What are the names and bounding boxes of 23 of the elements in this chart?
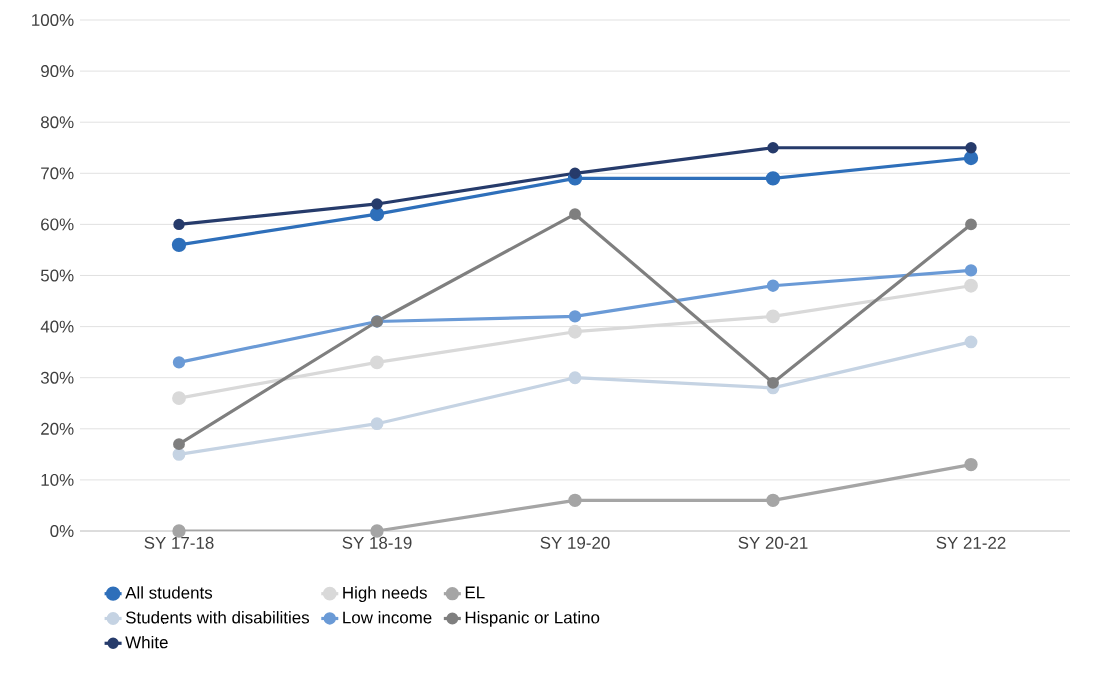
y-tick-label: 60%	[41, 218, 74, 231]
y-tick-label: 20%	[41, 422, 74, 435]
legend-label: High needs	[343, 586, 427, 603]
legend-label: White	[125, 635, 168, 649]
legend-label: Hispanic or Latino	[465, 611, 600, 627]
x-tick-label: SY 21-22	[936, 536, 1006, 549]
y-tick-label: 50%	[40, 269, 74, 282]
y-tick-label: 30%	[40, 371, 74, 384]
x-tick-label: SY 18-19	[342, 536, 412, 549]
x-tick-label: SY 20-21	[738, 536, 808, 549]
legend-label: Students with disabilities	[125, 611, 310, 624]
y-tick-label: 70%	[41, 167, 74, 180]
y-tick-label: 40%	[40, 320, 74, 333]
y-tick-label: 80%	[40, 116, 74, 129]
legend-label: All students	[125, 586, 213, 599]
x-tick-label: SY 17-18	[144, 536, 214, 549]
y-tick-label: 10%	[41, 473, 74, 486]
y-tick-label: 100%	[32, 14, 74, 26]
y-tick-label: 0%	[50, 525, 74, 537]
y-tick-label: 90%	[41, 65, 74, 78]
legend-label: Low income	[343, 611, 432, 624]
legend-label: EL	[465, 586, 485, 599]
x-tick-label: SY 19-20	[540, 536, 610, 549]
